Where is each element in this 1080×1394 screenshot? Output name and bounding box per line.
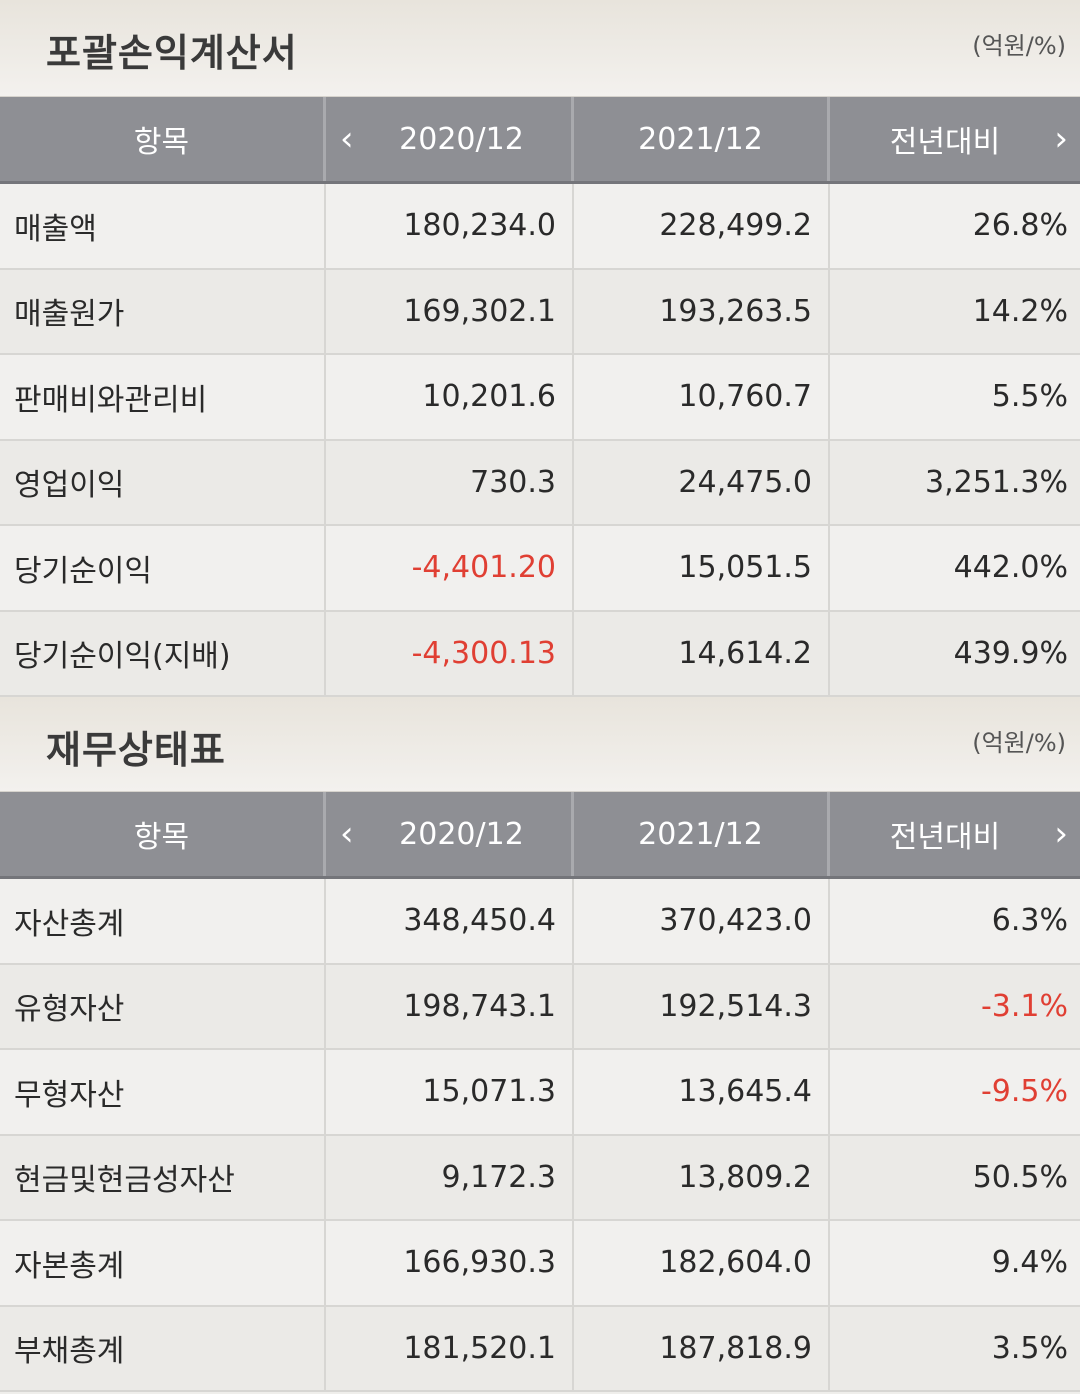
value-2020: 9,172.3 xyxy=(326,1135,574,1219)
row-label: 무형자산 xyxy=(0,1050,326,1134)
table-body: 매출액 180,234.0 228,499.2 26.8% 매출원가 169,3… xyxy=(0,184,1080,697)
value-2020: 348,450.4 xyxy=(326,879,574,963)
table-row: 부채총계 181,520.1 187,818.9 3.5% xyxy=(0,1306,1080,1392)
value-yoy: 439.9% xyxy=(953,635,1068,671)
value-2021: 187,818.9 xyxy=(574,1306,830,1390)
table-header: 항목 ‹ 2020/12 2021/12 전년대비 › xyxy=(0,97,1080,184)
row-label: 판매비와관리비 xyxy=(0,355,326,439)
balance-table: 항목 ‹ 2020/12 2021/12 전년대비 › 자산총계 348,450… xyxy=(0,792,1080,1392)
header-item: 항목 xyxy=(0,97,326,181)
value-2021: 13,645.4 xyxy=(574,1050,830,1134)
value-yoy: 5.5% xyxy=(991,379,1068,415)
value-yoy: 6.3% xyxy=(991,903,1068,939)
table-row: 매출원가 169,302.1 193,263.5 14.2% xyxy=(0,269,1080,355)
value-2020: 198,743.1 xyxy=(326,964,574,1048)
value-2020: 166,930.3 xyxy=(326,1221,574,1305)
table-row: 현금및현금성자산 9,172.3 13,809.2 50.5% xyxy=(0,1135,1080,1221)
value-yoy: 3.5% xyxy=(991,1330,1068,1366)
income-section-header: 포괄손익계산서 (억원/%) xyxy=(0,0,1080,97)
value-2020: 180,234.0 xyxy=(326,184,574,268)
value-yoy: -9.5% xyxy=(980,1074,1068,1110)
header-col-yoy: 전년대비 › xyxy=(830,792,1080,876)
value-2021: 193,263.5 xyxy=(574,269,830,353)
table-row: 당기순이익(지배) -4,300.13 14,614.2 439.9% xyxy=(0,611,1080,697)
value-2020: 181,520.1 xyxy=(326,1306,574,1390)
header-col-2021: 2021/12 xyxy=(574,97,830,181)
balance-section-header: 재무상태표 (억원/%) xyxy=(0,697,1080,792)
row-label: 유형자산 xyxy=(0,964,326,1048)
value-2021: 228,499.2 xyxy=(574,184,830,268)
section-title: 재무상태표 xyxy=(46,728,226,772)
table-row: 유형자산 198,743.1 192,514.3 -3.1% xyxy=(0,964,1080,1050)
header-col-yoy: 전년대비 › xyxy=(830,97,1080,181)
header-col-2020: ‹ 2020/12 xyxy=(326,97,574,181)
value-2021: 15,051.5 xyxy=(574,526,830,610)
value-2020: -4,401.20 xyxy=(326,526,574,610)
chevron-right-icon[interactable]: › xyxy=(1054,119,1068,159)
value-yoy: 26.8% xyxy=(972,208,1068,244)
value-yoy: -3.1% xyxy=(980,988,1068,1024)
row-label: 매출원가 xyxy=(0,269,326,353)
table-header: 항목 ‹ 2020/12 2021/12 전년대비 › xyxy=(0,792,1080,879)
header-item: 항목 xyxy=(0,792,326,876)
unit-label: (억원/%) xyxy=(972,32,1066,60)
table-row: 당기순이익 -4,401.20 15,051.5 442.0% xyxy=(0,526,1080,612)
row-label: 영업이익 xyxy=(0,440,326,524)
value-2021: 192,514.3 xyxy=(574,964,830,1048)
chevron-left-icon[interactable]: ‹ xyxy=(340,119,354,159)
section-title: 포괄손익계산서 xyxy=(46,31,298,75)
row-label: 자산총계 xyxy=(0,879,326,963)
chevron-left-icon[interactable]: ‹ xyxy=(340,814,354,854)
value-2021: 24,475.0 xyxy=(574,440,830,524)
header-col-2020: ‹ 2020/12 xyxy=(326,792,574,876)
header-item-label: 항목 xyxy=(133,820,190,855)
unit-label: (억원/%) xyxy=(972,729,1066,757)
value-2021: 370,423.0 xyxy=(574,879,830,963)
table-row: 판매비와관리비 10,201.6 10,760.7 5.5% xyxy=(0,355,1080,441)
value-2021: 182,604.0 xyxy=(574,1221,830,1305)
table-row: 자산총계 348,450.4 370,423.0 6.3% xyxy=(0,879,1080,965)
header-col-label: 2020/12 xyxy=(399,121,524,157)
header-col-label: 전년대비 xyxy=(889,125,1001,160)
row-label: 당기순이익 xyxy=(0,526,326,610)
value-2020: 10,201.6 xyxy=(326,355,574,439)
row-label: 자본총계 xyxy=(0,1221,326,1305)
value-yoy: 50.5% xyxy=(972,1159,1068,1195)
value-2020: 15,071.3 xyxy=(326,1050,574,1134)
row-label: 부채총계 xyxy=(0,1306,326,1390)
header-col-label: 전년대비 xyxy=(889,820,1001,855)
row-label: 현금및현금성자산 xyxy=(0,1135,326,1219)
value-2020: -4,300.13 xyxy=(326,611,574,695)
value-2021: 14,614.2 xyxy=(574,611,830,695)
value-2021: 13,809.2 xyxy=(574,1135,830,1219)
value-2021: 10,760.7 xyxy=(574,355,830,439)
header-col-2021: 2021/12 xyxy=(574,792,830,876)
table-body: 자산총계 348,450.4 370,423.0 6.3% 유형자산 198,7… xyxy=(0,879,1080,1392)
value-yoy: 3,251.3% xyxy=(924,464,1068,500)
table-row: 매출액 180,234.0 228,499.2 26.8% xyxy=(0,184,1080,270)
value-2020: 169,302.1 xyxy=(326,269,574,353)
value-2020: 730.3 xyxy=(326,440,574,524)
table-row: 무형자산 15,071.3 13,645.4 -9.5% xyxy=(0,1050,1080,1136)
header-item-label: 항목 xyxy=(133,125,190,160)
header-col-label: 2021/12 xyxy=(638,121,763,157)
row-label: 당기순이익(지배) xyxy=(0,611,326,695)
value-yoy: 9.4% xyxy=(991,1245,1068,1281)
row-label: 매출액 xyxy=(0,184,326,268)
table-row: 영업이익 730.3 24,475.0 3,251.3% xyxy=(0,440,1080,526)
header-col-label: 2020/12 xyxy=(399,816,524,852)
value-yoy: 442.0% xyxy=(953,550,1068,586)
header-col-label: 2021/12 xyxy=(638,816,763,852)
income-table: 항목 ‹ 2020/12 2021/12 전년대비 › 매출액 180,234.… xyxy=(0,97,1080,697)
chevron-right-icon[interactable]: › xyxy=(1054,814,1068,854)
value-yoy: 14.2% xyxy=(972,293,1068,329)
table-row: 자본총계 166,930.3 182,604.0 9.4% xyxy=(0,1221,1080,1307)
